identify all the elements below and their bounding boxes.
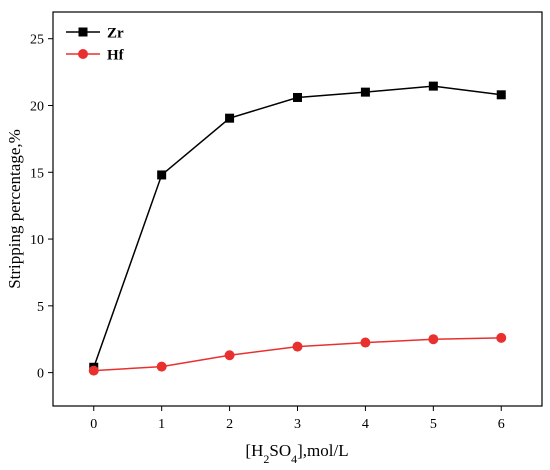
x-axis-ticks: 0 1 2 3 4 5 6 [90,406,505,432]
series-line-zr [93,85,502,368]
data-point-zr [360,87,370,97]
data-point-zr [293,92,302,102]
x-axis-title: [H2SO4],mol/L [245,441,348,466]
data-point-hf [292,341,303,352]
y-tick-label: 0 [37,367,44,382]
data-point-zr [428,81,438,91]
x-tick-label: 2 [226,417,233,432]
x-tick-label: 1 [158,417,165,432]
legend-marker-hf [78,49,88,59]
data-point-hf [360,337,371,348]
legend-marker-zr [78,27,88,37]
y-tick-label: 5 [37,300,44,315]
y-axis-title: Stripping percentage,% [5,129,24,289]
data-point-zr [157,170,167,180]
legend-label-hf: Hf [107,48,125,64]
y-tick-label: 10 [30,233,44,248]
data-point-zr [496,90,506,100]
data-point-hf [156,361,167,372]
y-tick-label: 15 [30,166,44,181]
x-tick-label: 4 [362,417,369,432]
y-tick-label: 20 [30,99,44,114]
legend-label-zr: Zr [107,26,124,42]
data-point-hf [88,365,99,376]
x-tick-label: 3 [294,417,301,432]
legend: Zr Hf [66,26,125,64]
x-tick-label: 6 [498,417,505,432]
x-tick-label: 0 [90,417,97,432]
data-point-hf [428,334,439,345]
y-axis-ticks: 0 5 10 15 20 25 [30,33,53,382]
data-point-zr [225,113,235,123]
series-layer [88,81,507,376]
data-point-hf [224,350,235,361]
data-point-hf [496,332,507,343]
x-tick-label: 5 [430,417,437,432]
y-tick-label: 25 [30,33,44,48]
